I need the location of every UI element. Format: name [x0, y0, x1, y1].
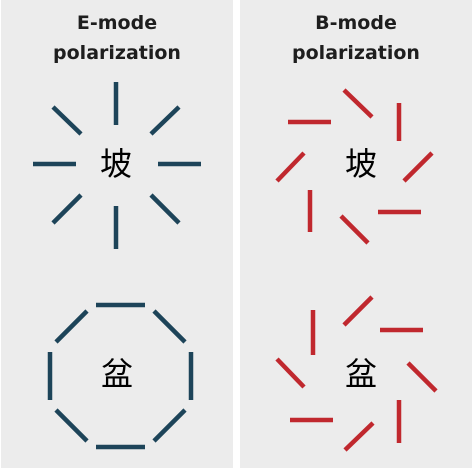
- ring-stick: [54, 309, 89, 344]
- swirl-stick: [406, 361, 438, 393]
- e-mode-glyph-top: 坡: [99, 145, 132, 183]
- radial-stick: [149, 105, 181, 136]
- e-mode-title-line1: E-mode: [76, 12, 158, 34]
- swirl-stick: [402, 151, 434, 183]
- b-mode-swirl-pattern-reversed: [275, 295, 438, 452]
- swirl-stick: [275, 357, 306, 389]
- swirl-stick: [339, 214, 370, 245]
- b-mode-title-line2: polarization: [292, 42, 420, 64]
- swirl-stick: [343, 421, 375, 452]
- ring-stick: [152, 309, 187, 344]
- e-mode-panel: E-mode polarization 坡 盆: [1, 0, 233, 468]
- e-mode-ring-pattern: [47, 302, 194, 450]
- e-mode-radial-pattern: [33, 82, 201, 249]
- swirl-stick: [342, 295, 374, 327]
- b-mode-title: B-mode polarization: [240, 8, 472, 68]
- e-mode-title-line2: polarization: [53, 42, 181, 64]
- e-mode-glyph-bottom: 盆: [100, 355, 133, 393]
- ring-stick: [152, 408, 187, 443]
- swirl-stick: [275, 151, 306, 183]
- radial-stick: [51, 105, 83, 136]
- ring-stick: [54, 408, 89, 443]
- b-mode-panel: B-mode polarization 坡 盆: [240, 0, 472, 468]
- b-mode-swirl-pattern: [275, 88, 434, 245]
- swirl-stick: [342, 88, 374, 119]
- e-mode-title: E-mode polarization: [1, 8, 233, 68]
- radial-stick: [149, 193, 181, 225]
- b-mode-glyph-bottom: 盆: [344, 355, 377, 393]
- b-mode-title-line1: B-mode: [315, 12, 397, 34]
- b-mode-glyph-top: 坡: [344, 145, 377, 183]
- radial-stick: [51, 193, 83, 225]
